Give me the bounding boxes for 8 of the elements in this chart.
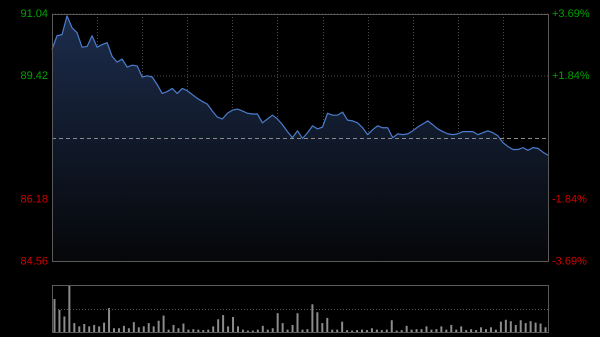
y-tick-label: 84.56 xyxy=(20,255,48,268)
y2-tick-label: -1.84% xyxy=(552,193,588,206)
y2-tick-label: -3.69% xyxy=(552,255,588,268)
y-tick-label: 89.42 xyxy=(20,70,48,82)
y2-tick-label: +1.84% xyxy=(552,70,590,82)
y-tick-label: 86.18 xyxy=(20,194,48,206)
y-tick-label: 91.04 xyxy=(20,8,48,20)
y2-tick-label: +3.69% xyxy=(552,8,590,20)
